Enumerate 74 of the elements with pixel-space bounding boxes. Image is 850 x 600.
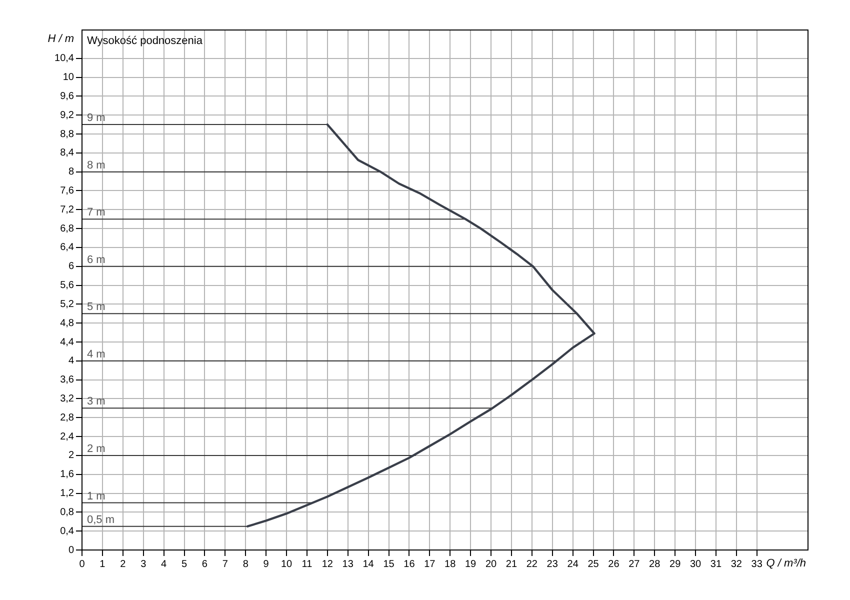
x-tick-label: 32 [730,558,742,570]
y-tick-label: 8,4 [60,148,74,159]
y-tick-label: 8 [68,166,74,178]
y-tick-label: 3,2 [60,393,74,404]
x-tick-label: 8 [242,558,249,570]
y-tick-label: 8,8 [60,128,74,140]
series-label: 7 m [87,206,106,219]
x-tick-label: 21 [506,558,518,570]
y-tick-label: 2,8 [60,412,74,424]
y-tick-label: 6 [68,261,74,272]
x-tick-label: 26 [608,558,620,570]
y-tick-label: 0,8 [60,506,74,518]
y-tick-label: 9,6 [60,90,74,102]
y-tick-label: 5,2 [60,298,74,310]
x-tick-label: 24 [567,558,579,570]
y-tick-label: 7,6 [60,185,74,196]
y-tick-label: 9,2 [60,110,74,121]
x-tick-label: 25 [588,558,600,570]
x-tick-label: 6 [202,558,208,570]
y-tick-label: 2,4 [60,431,74,442]
series-label: 9 m [87,112,106,124]
series-label: 3 m [87,396,106,408]
y-tick-label: 10,4 [54,53,74,64]
series-label: 1 m [87,490,106,502]
x-tick-label: 27 [628,558,640,570]
x-tick-label: 14 [362,558,374,570]
x-tick-label: 4 [161,558,168,570]
y-tick-label: 5,6 [60,280,74,292]
text: Wysokość podnoszenia [87,35,204,48]
y-tick-label: 6,8 [60,223,74,234]
x-tick-label: 16 [404,558,416,570]
x-tick-label: 1 [100,558,106,570]
y-tick-label: 7,2 [60,204,74,216]
series-label: 2 m [87,442,106,455]
x-tick-label: 29 [670,558,682,570]
y-tick-label: 4,4 [60,336,74,348]
x-tick-label: 7 [222,558,228,570]
x-tick-label: 31 [710,558,722,570]
y-tick-label: 6,4 [60,242,74,254]
series-label: 4 m [87,348,106,360]
x-tick-label: 13 [342,558,354,570]
x-tick-label: 11 [302,558,313,570]
x-tick-label: 17 [424,558,436,570]
series-label: 8 m [87,159,106,172]
series-label: 0,5 m [87,514,115,526]
x-tick-label: 33 [751,558,763,570]
x-tick-label: 10 [280,558,293,570]
x-tick-label: 18 [444,558,456,570]
x-tick-label: 5 [181,558,188,570]
y-tick-label: 0 [68,544,74,556]
y-tick-label: 2 [68,450,74,462]
x-tick-label: 2 [120,558,126,570]
x-tick-label: 15 [383,558,395,570]
x-tick-label: 3 [140,558,147,570]
x-tick-label: 0 [79,558,86,570]
series-label: 5 m [87,301,106,314]
y-axis-title: H / m [48,33,74,46]
y-tick-label: 4,8 [60,318,74,329]
x-axis-title: Q / m³/h [766,558,806,570]
y-tick-label: 1,2 [60,488,74,500]
y-tick-label: 0,4 [60,526,74,537]
y-tick-label: 10 [62,72,74,84]
x-tick-label: 23 [546,558,558,570]
series-label: 6 m [87,254,106,266]
x-tick-label: 30 [690,558,702,570]
x-tick-label: 22 [526,558,538,570]
x-tick-label: 9 [263,558,270,570]
y-tick-label: 1,6 [60,469,74,480]
x-tick-label: 28 [649,558,661,570]
y-tick-label: 4 [68,356,74,367]
x-tick-label: 19 [465,558,477,570]
y-tick-label: 3,6 [60,374,74,386]
x-tick-label: 12 [322,558,334,570]
x-tick-label: 20 [485,558,498,570]
